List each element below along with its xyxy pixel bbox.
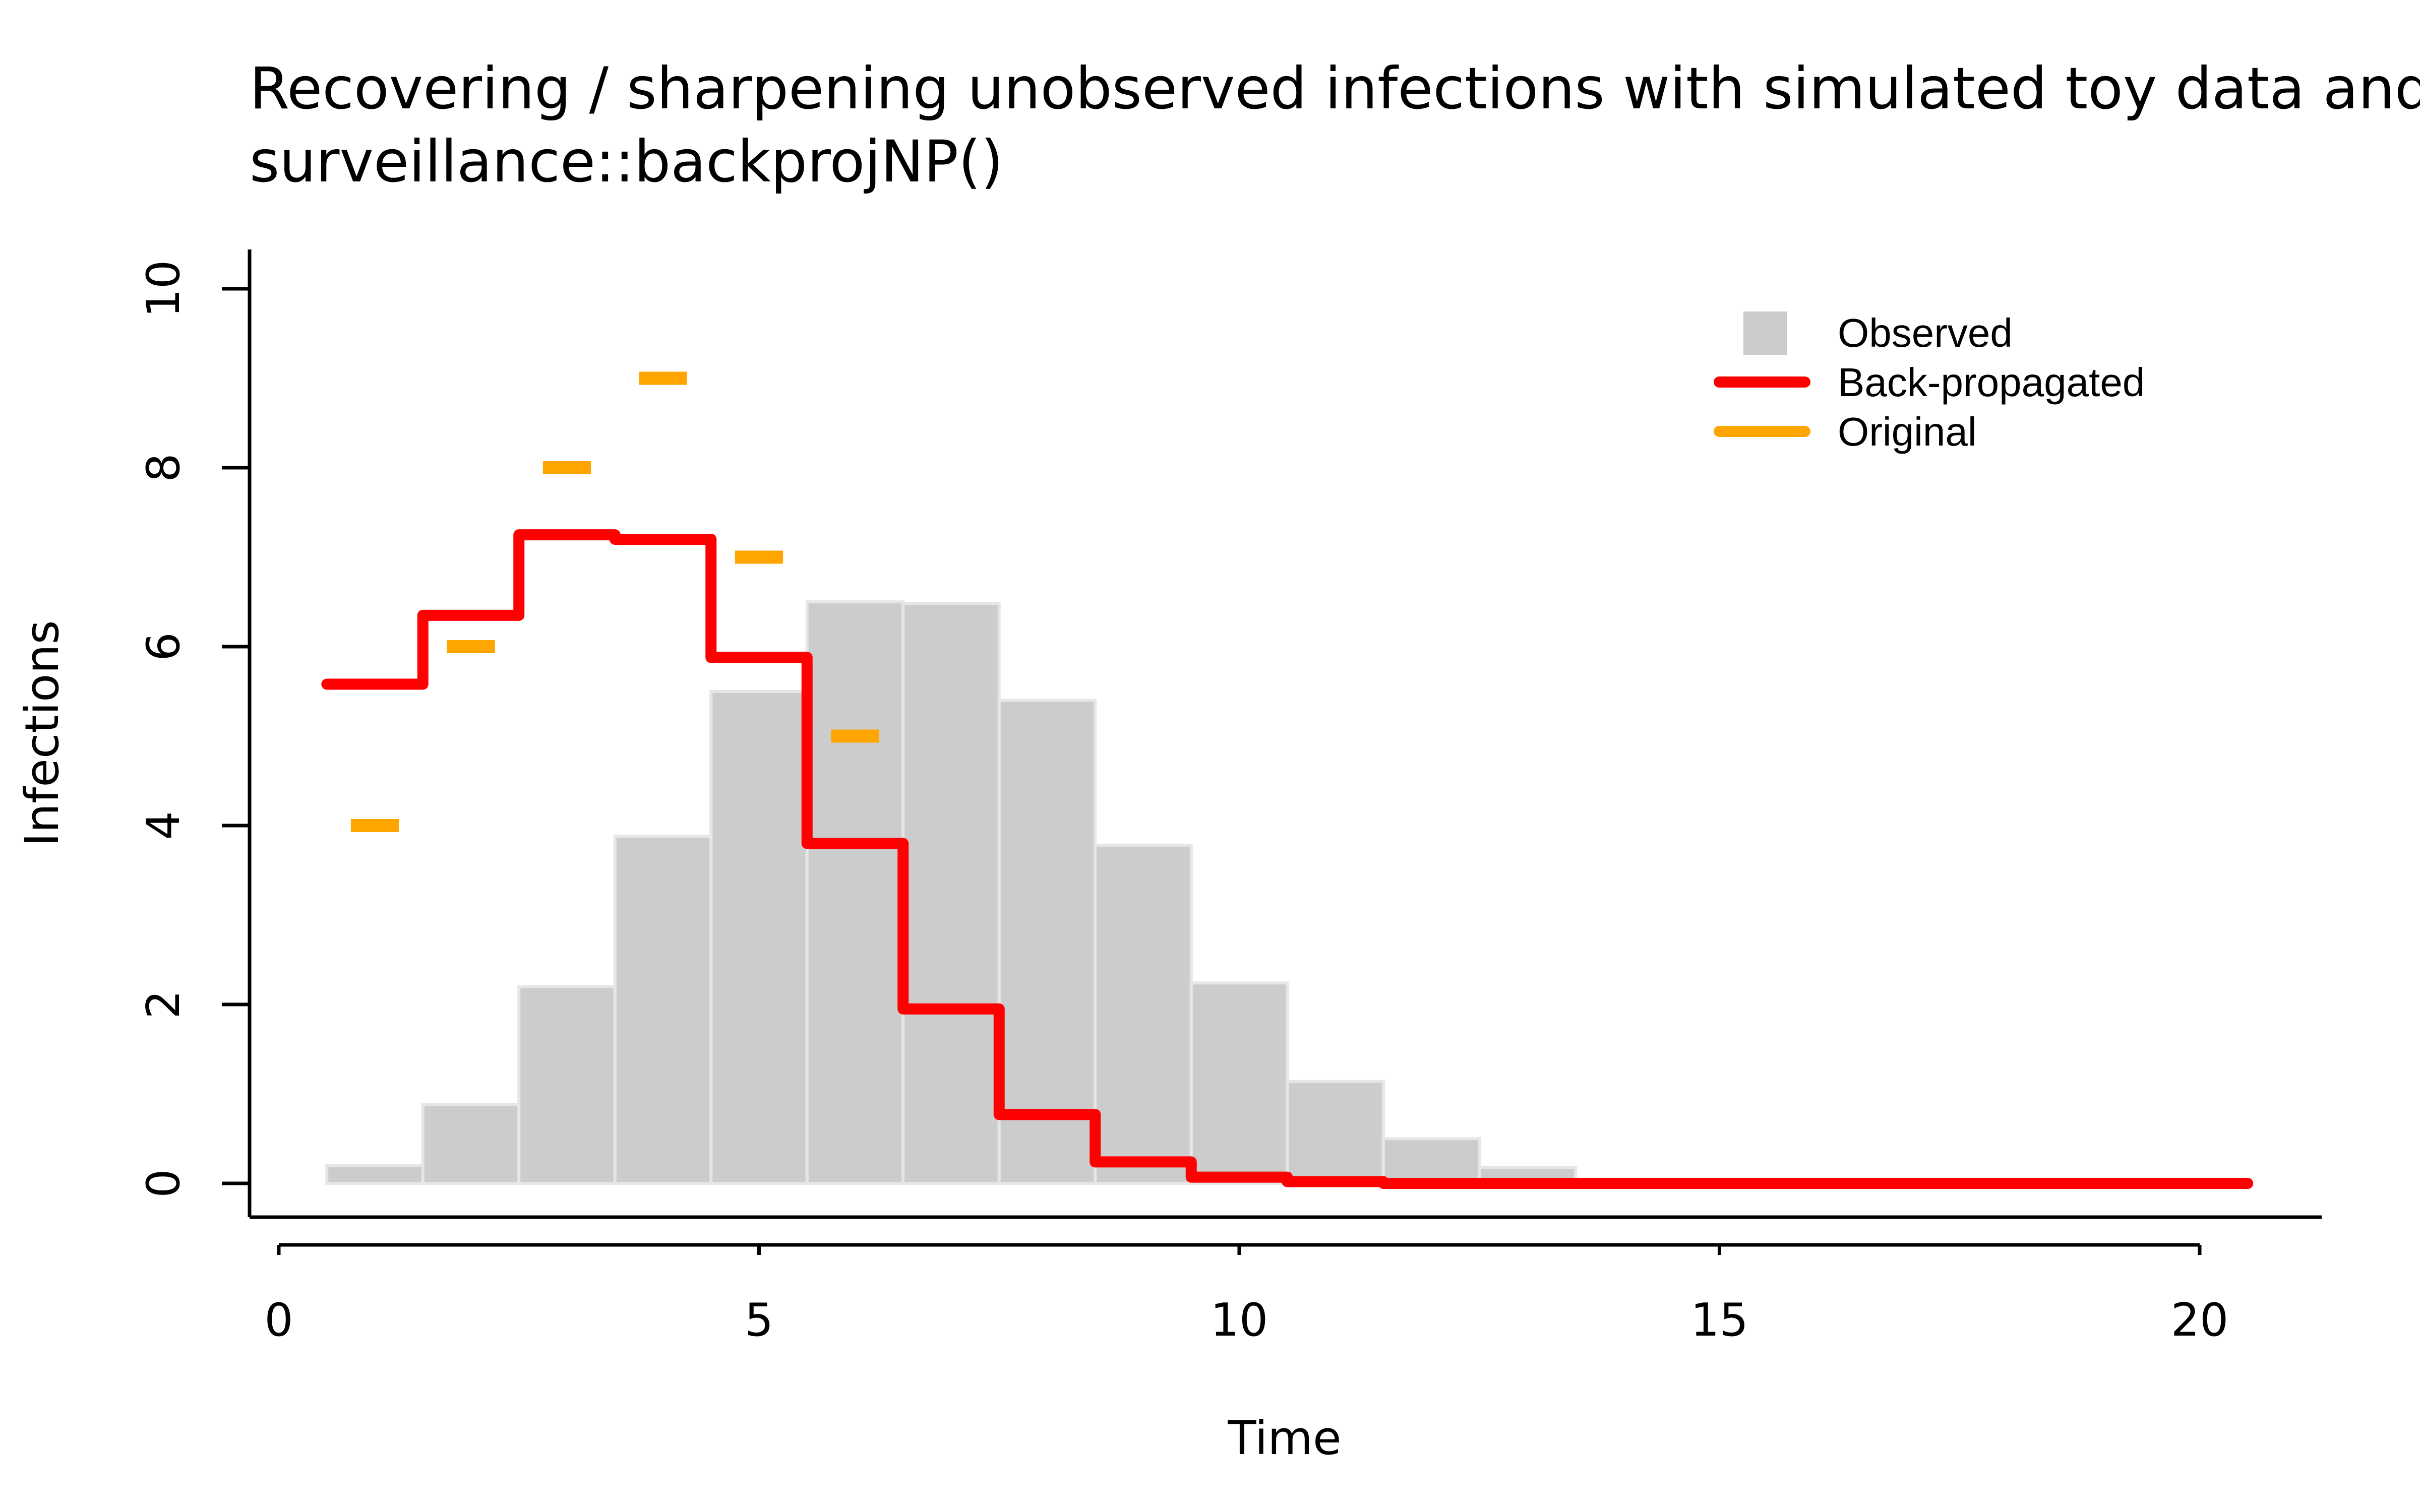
observed-bar-4 bbox=[613, 835, 713, 1185]
observed-bar-9 bbox=[1094, 844, 1193, 1185]
back-propagated-line bbox=[321, 529, 2254, 1189]
legend-label-back-propagated: Back-propagated bbox=[1838, 360, 2145, 405]
x-tick-label-15: 15 bbox=[1690, 1294, 1748, 1347]
x-tick-label-20: 20 bbox=[2171, 1294, 2229, 1347]
observed-bar-6 bbox=[805, 600, 905, 1185]
chart-title-line-2: surveillance::backprojNP() bbox=[250, 128, 1003, 195]
y-tick-label-6: 6 bbox=[137, 632, 190, 661]
y-tick-label-0: 0 bbox=[137, 1169, 190, 1198]
observed-bar-3 bbox=[517, 985, 617, 1185]
y-tick-label-2: 2 bbox=[137, 990, 190, 1019]
observed-bar-5 bbox=[709, 689, 809, 1185]
legend-observed-swatch bbox=[1743, 311, 1787, 355]
observed-bar-1 bbox=[325, 1164, 425, 1185]
observed-bar-8 bbox=[997, 699, 1097, 1185]
observed-bar-7 bbox=[901, 602, 1001, 1185]
y-tick-label-4: 4 bbox=[137, 811, 190, 840]
legend-label-original: Original bbox=[1838, 409, 1977, 454]
observed-bar-2 bbox=[421, 1103, 521, 1185]
x-axis-label: Time bbox=[1227, 1411, 1341, 1465]
chart-title-line-1: Recovering / sharpening unobserved infec… bbox=[250, 55, 2420, 122]
observed-bar-12 bbox=[1381, 1137, 1481, 1185]
y-tick-label-10: 10 bbox=[137, 260, 190, 318]
legend-label-observed: Observed bbox=[1838, 310, 2013, 355]
y-axis-label: Infections bbox=[15, 620, 69, 846]
axes: 0 5 10 15 20 0 2 4 6 8 10 bbox=[137, 249, 2322, 1347]
observed-bar-11 bbox=[1286, 1080, 1385, 1185]
x-tick-label-10: 10 bbox=[1211, 1294, 1268, 1347]
chart-title: Recovering / sharpening unobserved infec… bbox=[250, 55, 2420, 195]
x-tick-label-5: 5 bbox=[745, 1294, 773, 1347]
x-tick-label-0: 0 bbox=[264, 1294, 293, 1347]
y-tick-label-8: 8 bbox=[137, 453, 190, 482]
plot-area bbox=[321, 371, 2254, 1189]
observed-bar-10 bbox=[1189, 981, 1289, 1185]
